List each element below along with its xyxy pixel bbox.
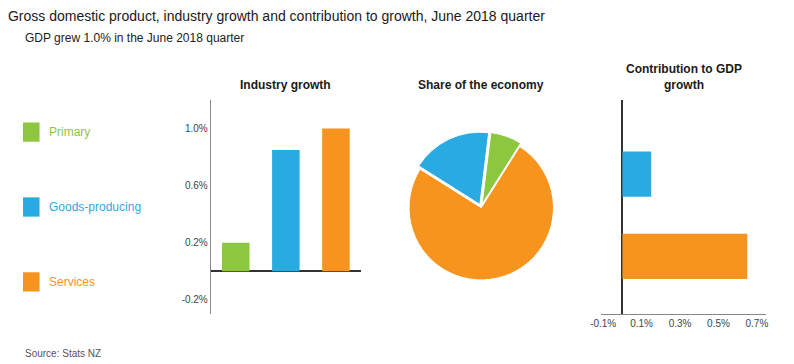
svg-text:Gross domestic product, indust: Gross domestic product, industry growth … [8, 8, 545, 24]
svg-text:-0.1%: -0.1% [590, 318, 616, 329]
svg-text:1.0%: 1.0% [185, 123, 208, 134]
svg-text:Goods-producing: Goods-producing [49, 200, 141, 214]
svg-text:Source: Stats NZ: Source: Stats NZ [25, 348, 101, 359]
svg-text:Contribution to GDPgrowth: Contribution to GDPgrowth [626, 62, 742, 92]
svg-text:Share of the economy: Share of the economy [418, 78, 544, 92]
svg-text:0.3%: 0.3% [669, 318, 692, 329]
svg-text:GDP grew 1.0% in the June 2018: GDP grew 1.0% in the June 2018 quarter [25, 31, 244, 45]
svg-text:0.1%: 0.1% [630, 318, 653, 329]
svg-text:0.2%: 0.2% [185, 237, 208, 248]
svg-text:0.7%: 0.7% [745, 318, 768, 329]
svg-text:Primary: Primary [49, 125, 90, 139]
svg-text:Services: Services [49, 275, 95, 289]
svg-text:0.5%: 0.5% [707, 318, 730, 329]
svg-text:-0.2%: -0.2% [182, 294, 208, 305]
svg-text:0.6%: 0.6% [185, 180, 208, 191]
svg-text:Industry growth: Industry growth [240, 78, 331, 92]
